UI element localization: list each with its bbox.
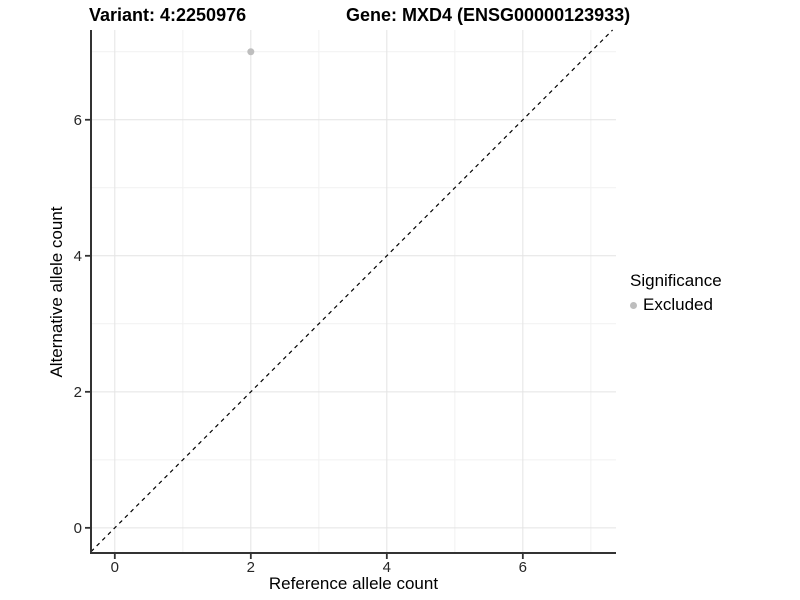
y-axis-title: Alternative allele count: [47, 206, 66, 378]
x-axis-title: Reference allele count: [268, 574, 439, 593]
x-tick-label: 2: [247, 559, 255, 576]
legend-item-label: Excluded: [643, 295, 713, 314]
legend-title: Significance: [630, 271, 722, 290]
y-tick-label: 4: [74, 248, 82, 265]
y-tick-label: 0: [74, 520, 82, 537]
x-tick-label: 6: [519, 559, 527, 576]
data-point: [247, 48, 255, 56]
variant-title: Variant: 4:2250976: [89, 5, 247, 25]
circle-icon: [630, 301, 637, 309]
x-tick-label: 4: [383, 559, 391, 576]
x-tick-label: 0: [111, 559, 119, 576]
gene-title: Gene: MXD4 (ENSG00000123933): [346, 5, 631, 25]
identity-reference-line: [90, 29, 614, 553]
legend-item-excluded: Excluded: [630, 295, 722, 315]
y-tick-label: 6: [74, 112, 82, 129]
legend: Significance Excluded: [630, 271, 722, 315]
y-tick-label: 2: [74, 384, 82, 401]
